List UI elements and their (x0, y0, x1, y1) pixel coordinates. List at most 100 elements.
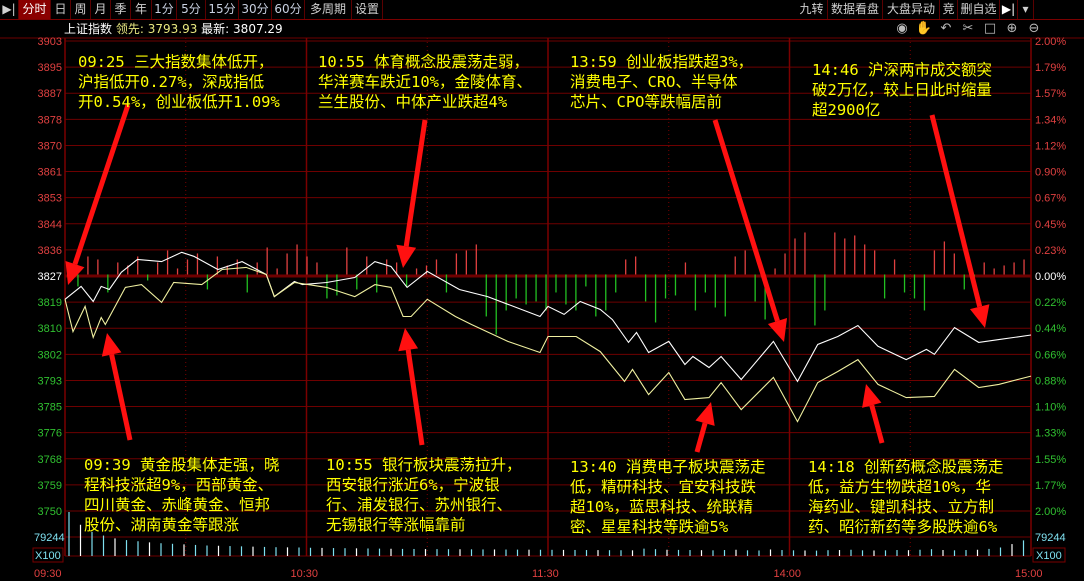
tab-week[interactable]: 周 (71, 0, 91, 19)
lock-icon[interactable]: □ (983, 21, 997, 36)
right-axis-tick: 1.12% (1035, 140, 1066, 152)
annotation-line: 低，精研科技、宜安科技跌 (570, 478, 757, 496)
undo-icon[interactable]: ↶ (940, 21, 952, 36)
arrow-icon (695, 402, 715, 426)
tab-30min[interactable]: 30分 (239, 0, 272, 19)
left-axis-tick: 3895 (38, 62, 62, 74)
right-axis-tick: 1.10% (1035, 402, 1066, 414)
arrow-shaft (694, 422, 708, 453)
arrow-shaft (405, 349, 425, 446)
right-axis-tick: 2.00% (1035, 506, 1066, 518)
arrow-icon (969, 304, 990, 328)
right-axis-tick: 1.34% (1035, 114, 1066, 126)
tab-year[interactable]: 年 (131, 0, 152, 19)
annotation-line: 海药业、键凯科技、立方制 (808, 498, 995, 516)
settings-button[interactable]: 设置 (352, 0, 383, 19)
news-annotation: 09:25 三大指数集体低开， 沪指低开0.27%，深成指低 开0.54%，创业板低… (78, 52, 280, 112)
annotation-line: 股份、湖南黄金等跟涨 (84, 516, 240, 534)
arrow-shaft (72, 104, 131, 265)
time-axis-tick: 10:30 (291, 568, 319, 580)
annotation-line: 兰生股份、中体产业跌超4% (318, 93, 508, 111)
scissors-icon[interactable]: ✂ (962, 21, 974, 36)
right-axis-tick: 0.66% (1035, 349, 1066, 361)
annotation-line: 四川黄金、赤峰黄金、恒邦 (84, 496, 271, 514)
auction-button[interactable]: 竞 (940, 0, 958, 19)
left-axis-tick: 3750 (38, 506, 62, 518)
annotation-line: 低，益方生物跌超10%，华 (808, 478, 991, 496)
left-axis-tick: 3853 (38, 193, 62, 205)
left-axis-tick: 3844 (38, 219, 62, 231)
market-alert-button[interactable]: 大盘异动 (883, 0, 940, 19)
annotation-line: 13:59 创业板指跌超3%， (570, 53, 754, 71)
right-axis-tick: 0.67% (1035, 193, 1066, 205)
time-axis-tick: 11:30 (532, 568, 559, 580)
arrow-shaft (869, 404, 885, 444)
annotation-line: 09:25 三大指数集体低开， (78, 53, 274, 71)
right-axis-tick: 1.33% (1035, 428, 1066, 440)
annotation-line: 无锡银行等涨幅靠前 (326, 516, 466, 534)
left-axis-tick: 3887 (38, 88, 62, 100)
expand-right-icon[interactable]: ▶| (1000, 0, 1018, 19)
nine-turn-button[interactable]: 九转 (796, 0, 828, 19)
dropdown-arrow-icon[interactable]: ▾ (1018, 0, 1034, 19)
tab-day[interactable]: 日 (51, 0, 71, 19)
right-axis-tick: 0.90% (1035, 167, 1066, 179)
arrow-shaft (929, 114, 983, 308)
tab-15min[interactable]: 15分 (206, 0, 239, 19)
volume-axis-label-right: 79244 (1035, 532, 1066, 544)
annotation-line: 破2万亿，较上日此时缩量 (812, 81, 992, 99)
annotation-line: 华洋赛车跌近10%，金陵体育、 (318, 73, 532, 91)
tab-quarter[interactable]: 季 (111, 0, 131, 19)
tab-60min[interactable]: 60分 (272, 0, 305, 19)
annotation-line: 09:39 黄金股集体走强，晓 (84, 456, 280, 474)
expand-left-icon[interactable]: ▶| (0, 0, 19, 19)
left-axis-tick: 3802 (38, 349, 62, 361)
volume-axis-label: 79244 (34, 532, 65, 544)
tab-multi-period[interactable]: 多周期 (305, 0, 352, 19)
right-axis-tick: 0.22% (1035, 297, 1066, 309)
last-label: 最新: (201, 22, 230, 36)
news-annotation: 10:55 体育概念股震荡走弱， 华洋赛车跌近10%，金陵体育、 兰生股份、中体产业… (318, 52, 532, 112)
left-axis-tick: 3827 (38, 271, 62, 283)
arrow-icon (862, 384, 882, 408)
tab-5min[interactable]: 5分 (177, 0, 206, 19)
right-axis-tick: 1.79% (1035, 62, 1066, 74)
annotation-line: 药、昭衍新药等多股跌逾6% (808, 518, 998, 536)
volume-unit-label-right: X100 (1036, 550, 1062, 562)
hand-icon[interactable]: ✋ (915, 21, 933, 36)
arrow-icon (101, 333, 122, 357)
news-annotation: 14:46 沪深两市成交额突 破2万亿，较上日此时缩量 超2900亿 (812, 60, 992, 120)
zoom-out-icon[interactable]: ⊖ (1028, 21, 1040, 36)
volume-unit-label: X100 (35, 550, 61, 562)
annotation-line: 13:40 消费电子板块震荡走 (570, 458, 766, 476)
annotation-line: 程科技涨超9%，西部黄金、 (84, 476, 274, 494)
arrow-icon (65, 260, 85, 285)
arrow-shaft (109, 353, 133, 441)
zoom-in-icon[interactable]: ⊕ (1006, 21, 1018, 36)
tab-month[interactable]: 月 (91, 0, 111, 19)
left-axis-tick: 3903 (38, 36, 62, 48)
right-axis-tick: 0.45% (1035, 219, 1066, 231)
right-axis-tick: 0.88% (1035, 375, 1066, 387)
price-line (64, 251, 1032, 383)
right-axis-tick: 2.00% (1035, 36, 1066, 48)
data-board-button[interactable]: 数据看盘 (828, 0, 883, 19)
right-axis-tick: 1.55% (1035, 454, 1066, 466)
left-axis-tick: 3878 (38, 114, 62, 126)
eye-icon[interactable]: ◉ (896, 21, 908, 36)
period-toolbar: ▶| 分时 日 周 月 季 年 1分 5分 15分 30分 60分 多周期 设置… (0, 0, 1084, 20)
news-annotation: 10:55 银行板块震荡拉升， 西安银行涨近6%，宁波银 行、浦发银行、苏州银行、无… (326, 455, 522, 535)
annotation-line: 超2900亿 (812, 101, 881, 119)
annotation-line: 沪指低开0.27%，深成指低 (78, 73, 265, 91)
annotation-line: 西安银行涨近6%，宁波银 (326, 476, 500, 494)
right-axis-tick: 1.57% (1035, 88, 1066, 100)
left-axis-tick: 3776 (38, 428, 62, 440)
tab-1min[interactable]: 1分 (152, 0, 177, 19)
right-axis-tick: 1.77% (1035, 480, 1066, 492)
tab-timeshare[interactable]: 分时 (19, 0, 51, 19)
remove-watchlist-button[interactable]: 删自选 (958, 0, 1000, 19)
annotation-line: 14:46 沪深两市成交额突 (812, 61, 992, 79)
right-axis-tick: 0.00% (1035, 271, 1066, 283)
left-axis-tick: 3836 (38, 245, 62, 257)
